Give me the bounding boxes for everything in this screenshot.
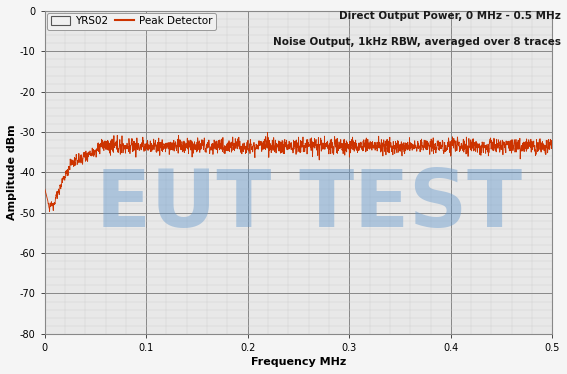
Text: EUT TEST: EUT TEST — [96, 166, 522, 244]
Y-axis label: Amplitude dBm: Amplitude dBm — [7, 125, 17, 220]
Legend: YRS02, Peak Detector: YRS02, Peak Detector — [47, 13, 216, 30]
Text: Direct Output Power, 0 MHz - 0.5 MHz: Direct Output Power, 0 MHz - 0.5 MHz — [340, 11, 561, 21]
Text: Noise Output, 1kHz RBW, averaged over 8 traces: Noise Output, 1kHz RBW, averaged over 8 … — [273, 37, 561, 47]
X-axis label: Frequency MHz: Frequency MHz — [251, 357, 346, 367]
